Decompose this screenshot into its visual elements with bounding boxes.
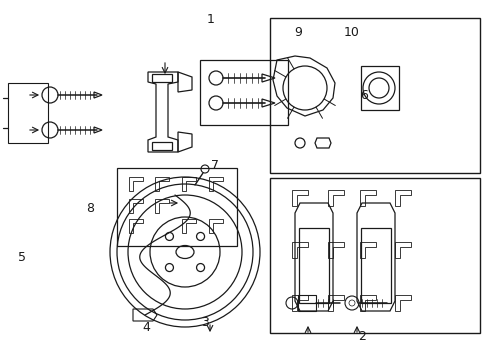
- Bar: [117, 168, 237, 246]
- Bar: [200, 60, 287, 125]
- Bar: [269, 18, 479, 173]
- Text: 1: 1: [206, 13, 214, 26]
- Bar: [152, 74, 172, 82]
- Bar: [297, 295, 315, 311]
- Text: 3: 3: [201, 316, 209, 329]
- Bar: [360, 66, 398, 110]
- Text: 2: 2: [357, 330, 365, 343]
- Bar: [8, 83, 48, 143]
- Text: 5: 5: [18, 251, 26, 264]
- Text: 10: 10: [344, 26, 359, 39]
- Bar: [269, 178, 479, 333]
- Text: 9: 9: [294, 26, 302, 39]
- Text: 4: 4: [142, 321, 150, 334]
- Text: 8: 8: [86, 202, 94, 215]
- Text: 6: 6: [360, 89, 367, 102]
- Text: 7: 7: [211, 159, 219, 172]
- Bar: [152, 142, 172, 150]
